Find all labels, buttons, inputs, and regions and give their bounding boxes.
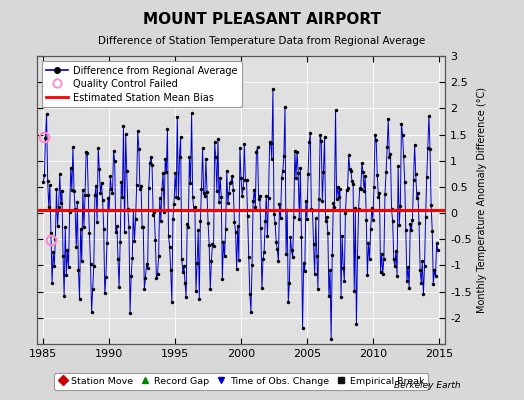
Text: MOUNT PLEASANT AIRPORT: MOUNT PLEASANT AIRPORT	[143, 12, 381, 27]
Text: Berkeley Earth: Berkeley Earth	[395, 381, 461, 390]
Y-axis label: Monthly Temperature Anomaly Difference (°C): Monthly Temperature Anomaly Difference (…	[477, 87, 487, 313]
Text: Difference of Station Temperature Data from Regional Average: Difference of Station Temperature Data f…	[99, 36, 425, 46]
Legend: Station Move, Record Gap, Time of Obs. Change, Empirical Break: Station Move, Record Gap, Time of Obs. C…	[54, 373, 428, 390]
